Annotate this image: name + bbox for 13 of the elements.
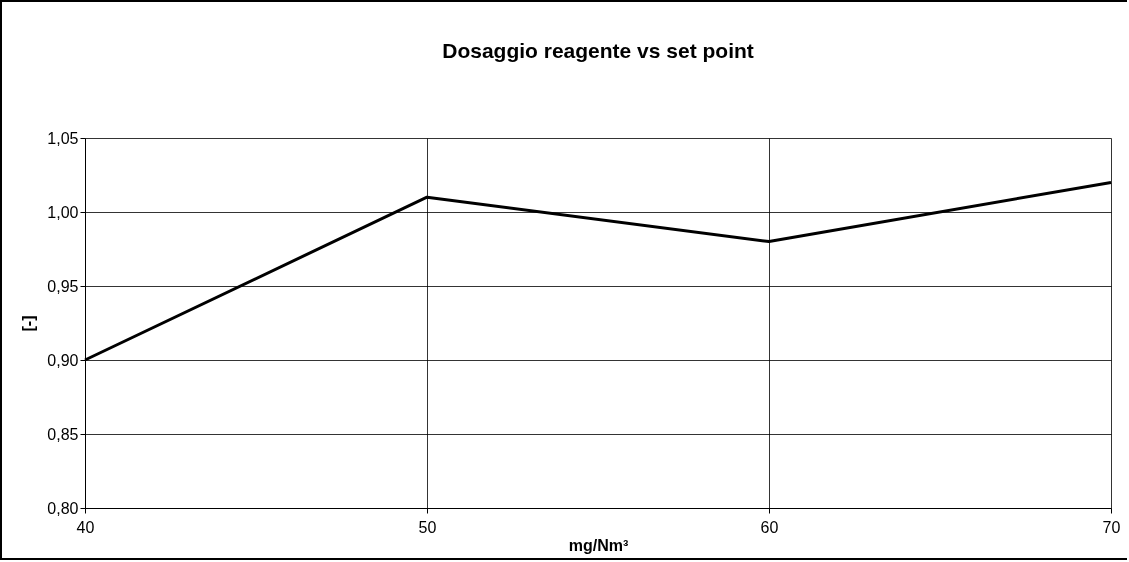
- x-tick-label: 40: [76, 518, 95, 536]
- y-tick-label: 0,95: [47, 277, 79, 295]
- y-tick-label: 1,05: [47, 129, 79, 147]
- y-tick-label: 0,90: [47, 351, 79, 369]
- chart-title: Dosaggio reagente vs set point: [442, 39, 754, 62]
- x-tick-label: 50: [418, 518, 437, 536]
- x-tick-label: 70: [1102, 518, 1121, 536]
- x-axis-title: mg/Nm³: [568, 536, 629, 554]
- x-tick-label: 60: [760, 518, 779, 536]
- y-axis-title: [-]: [20, 315, 38, 332]
- y-tick-label: 0,85: [47, 425, 79, 443]
- y-tick-label: 0,80: [47, 499, 79, 517]
- y-tick-label: 1,00: [47, 203, 79, 221]
